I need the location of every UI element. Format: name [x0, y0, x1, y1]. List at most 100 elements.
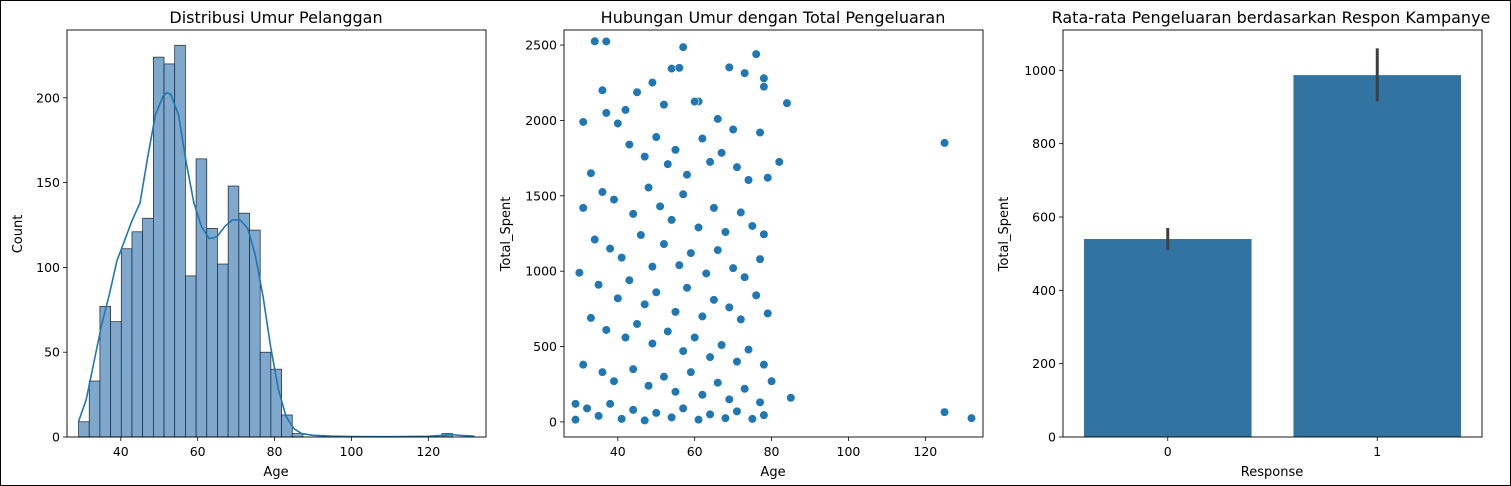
- scatter-point: [693, 222, 704, 233]
- scatter-point: [617, 253, 627, 263]
- scatter-point: [578, 360, 588, 370]
- scatter-point: [670, 145, 681, 155]
- x-tick-label: 60: [687, 444, 703, 459]
- scatter-point: [720, 227, 731, 237]
- response-bar: [1293, 75, 1462, 437]
- x-tick-label: 100: [837, 444, 861, 459]
- x-tick-label: 1: [1373, 444, 1381, 459]
- scatter-point: [751, 290, 761, 300]
- plot-frame: [1062, 29, 1483, 438]
- y-tick-label: 2000: [525, 113, 557, 128]
- y-tick-label: 1500: [525, 188, 557, 203]
- histogram-bar: [185, 275, 197, 438]
- x-axis-label: Response: [1241, 465, 1303, 480]
- y-ticks: 0 200 400 600 800 1000: [1024, 63, 1063, 445]
- scatter-point: [640, 415, 650, 426]
- y-tick-label: 0: [549, 414, 557, 429]
- scatter-point: [597, 85, 608, 95]
- scatter-point: [663, 326, 673, 337]
- y-tick-label: 150: [36, 175, 60, 190]
- scatter-point: [674, 63, 684, 73]
- histogram-bar: [217, 263, 229, 438]
- x-ticks: 40 60 80 100 120: [610, 437, 937, 459]
- scatter-point: [640, 152, 650, 162]
- y-tick-label: 50: [44, 345, 60, 360]
- histogram-bars: [78, 44, 453, 438]
- y-tick-label: 200: [1032, 356, 1056, 371]
- response-bars: [1083, 48, 1462, 437]
- scatter-point: [593, 411, 604, 421]
- scatter-point: [690, 332, 700, 343]
- response-bar: [1083, 239, 1252, 437]
- scatter-points: [570, 36, 977, 426]
- y-tick-label: 500: [533, 339, 557, 354]
- scatter-point: [713, 245, 723, 255]
- scatter-point: [759, 229, 769, 239]
- scatter-point: [605, 243, 615, 254]
- scatter-point: [678, 403, 688, 413]
- scatter-point: [678, 346, 688, 356]
- histogram-bar: [174, 44, 186, 438]
- x-tick-label: 0: [1164, 444, 1172, 459]
- x-tick-label: 100: [340, 444, 364, 459]
- x-axis-label: Age: [760, 465, 785, 480]
- scatter-point: [613, 293, 623, 303]
- scatter-point: [713, 114, 723, 124]
- scatter-point: [966, 413, 977, 423]
- scatter-point: [763, 173, 773, 183]
- scatter-point: [597, 187, 608, 197]
- scatter-point: [705, 409, 715, 419]
- scatter-point: [617, 414, 627, 424]
- x-tick-label: 80: [267, 444, 283, 459]
- scatter-point: [632, 319, 642, 329]
- scatter-point: [705, 352, 715, 362]
- scatter-point: [659, 100, 669, 110]
- scatter-point: [582, 403, 592, 413]
- scatter-point: [732, 357, 742, 367]
- scatter-point: [643, 381, 654, 391]
- scatter-point: [724, 62, 734, 72]
- scatter-point: [728, 263, 738, 273]
- scatter-point: [624, 139, 634, 150]
- histogram-bar: [259, 351, 272, 438]
- scatter-point: [709, 203, 719, 213]
- kde-curve: [77, 91, 475, 438]
- histogram-bar: [195, 158, 208, 438]
- histogram-bar: [120, 248, 133, 438]
- scatter-point: [747, 221, 757, 231]
- scatter-point: [651, 287, 661, 297]
- scatter-point: [682, 283, 692, 293]
- scatter-point: [609, 376, 619, 386]
- age-vs-spending-chart: Hubungan Umur dengan Total Pengeluaran 4…: [499, 8, 984, 480]
- y-tick-label: 200: [36, 90, 60, 105]
- scatter-point: [620, 332, 631, 343]
- scatter-point: [732, 162, 742, 172]
- scatter-point: [724, 394, 734, 404]
- scatter-point: [590, 36, 600, 46]
- scatter-point: [763, 308, 773, 318]
- scatter-point: [643, 182, 654, 193]
- scatter-point: [755, 397, 765, 407]
- x-tick-label: 40: [610, 444, 626, 459]
- scatter-point: [686, 248, 696, 258]
- scatter-point: [724, 302, 734, 312]
- scatter-point: [728, 124, 738, 135]
- response-spending-title: Rata-rata Pengeluaran berdasarkan Respon…: [1052, 8, 1491, 27]
- scatter-point: [624, 275, 634, 285]
- scatter-point: [636, 230, 646, 240]
- y-tick-label: 100: [36, 260, 60, 275]
- scatter-point: [601, 108, 611, 118]
- scatter-point: [720, 413, 731, 423]
- scatter-point: [678, 42, 688, 52]
- scatter-point: [759, 73, 769, 83]
- histogram-bar: [88, 380, 101, 438]
- scatter-point: [640, 299, 650, 309]
- y-tick-label: 0: [1048, 430, 1056, 445]
- scatter-point: [651, 408, 661, 418]
- scatter-point: [578, 203, 588, 213]
- scatter-point: [755, 254, 765, 264]
- scatter-point: [736, 314, 746, 325]
- histogram-bar: [227, 185, 240, 438]
- scatter-point: [751, 49, 761, 59]
